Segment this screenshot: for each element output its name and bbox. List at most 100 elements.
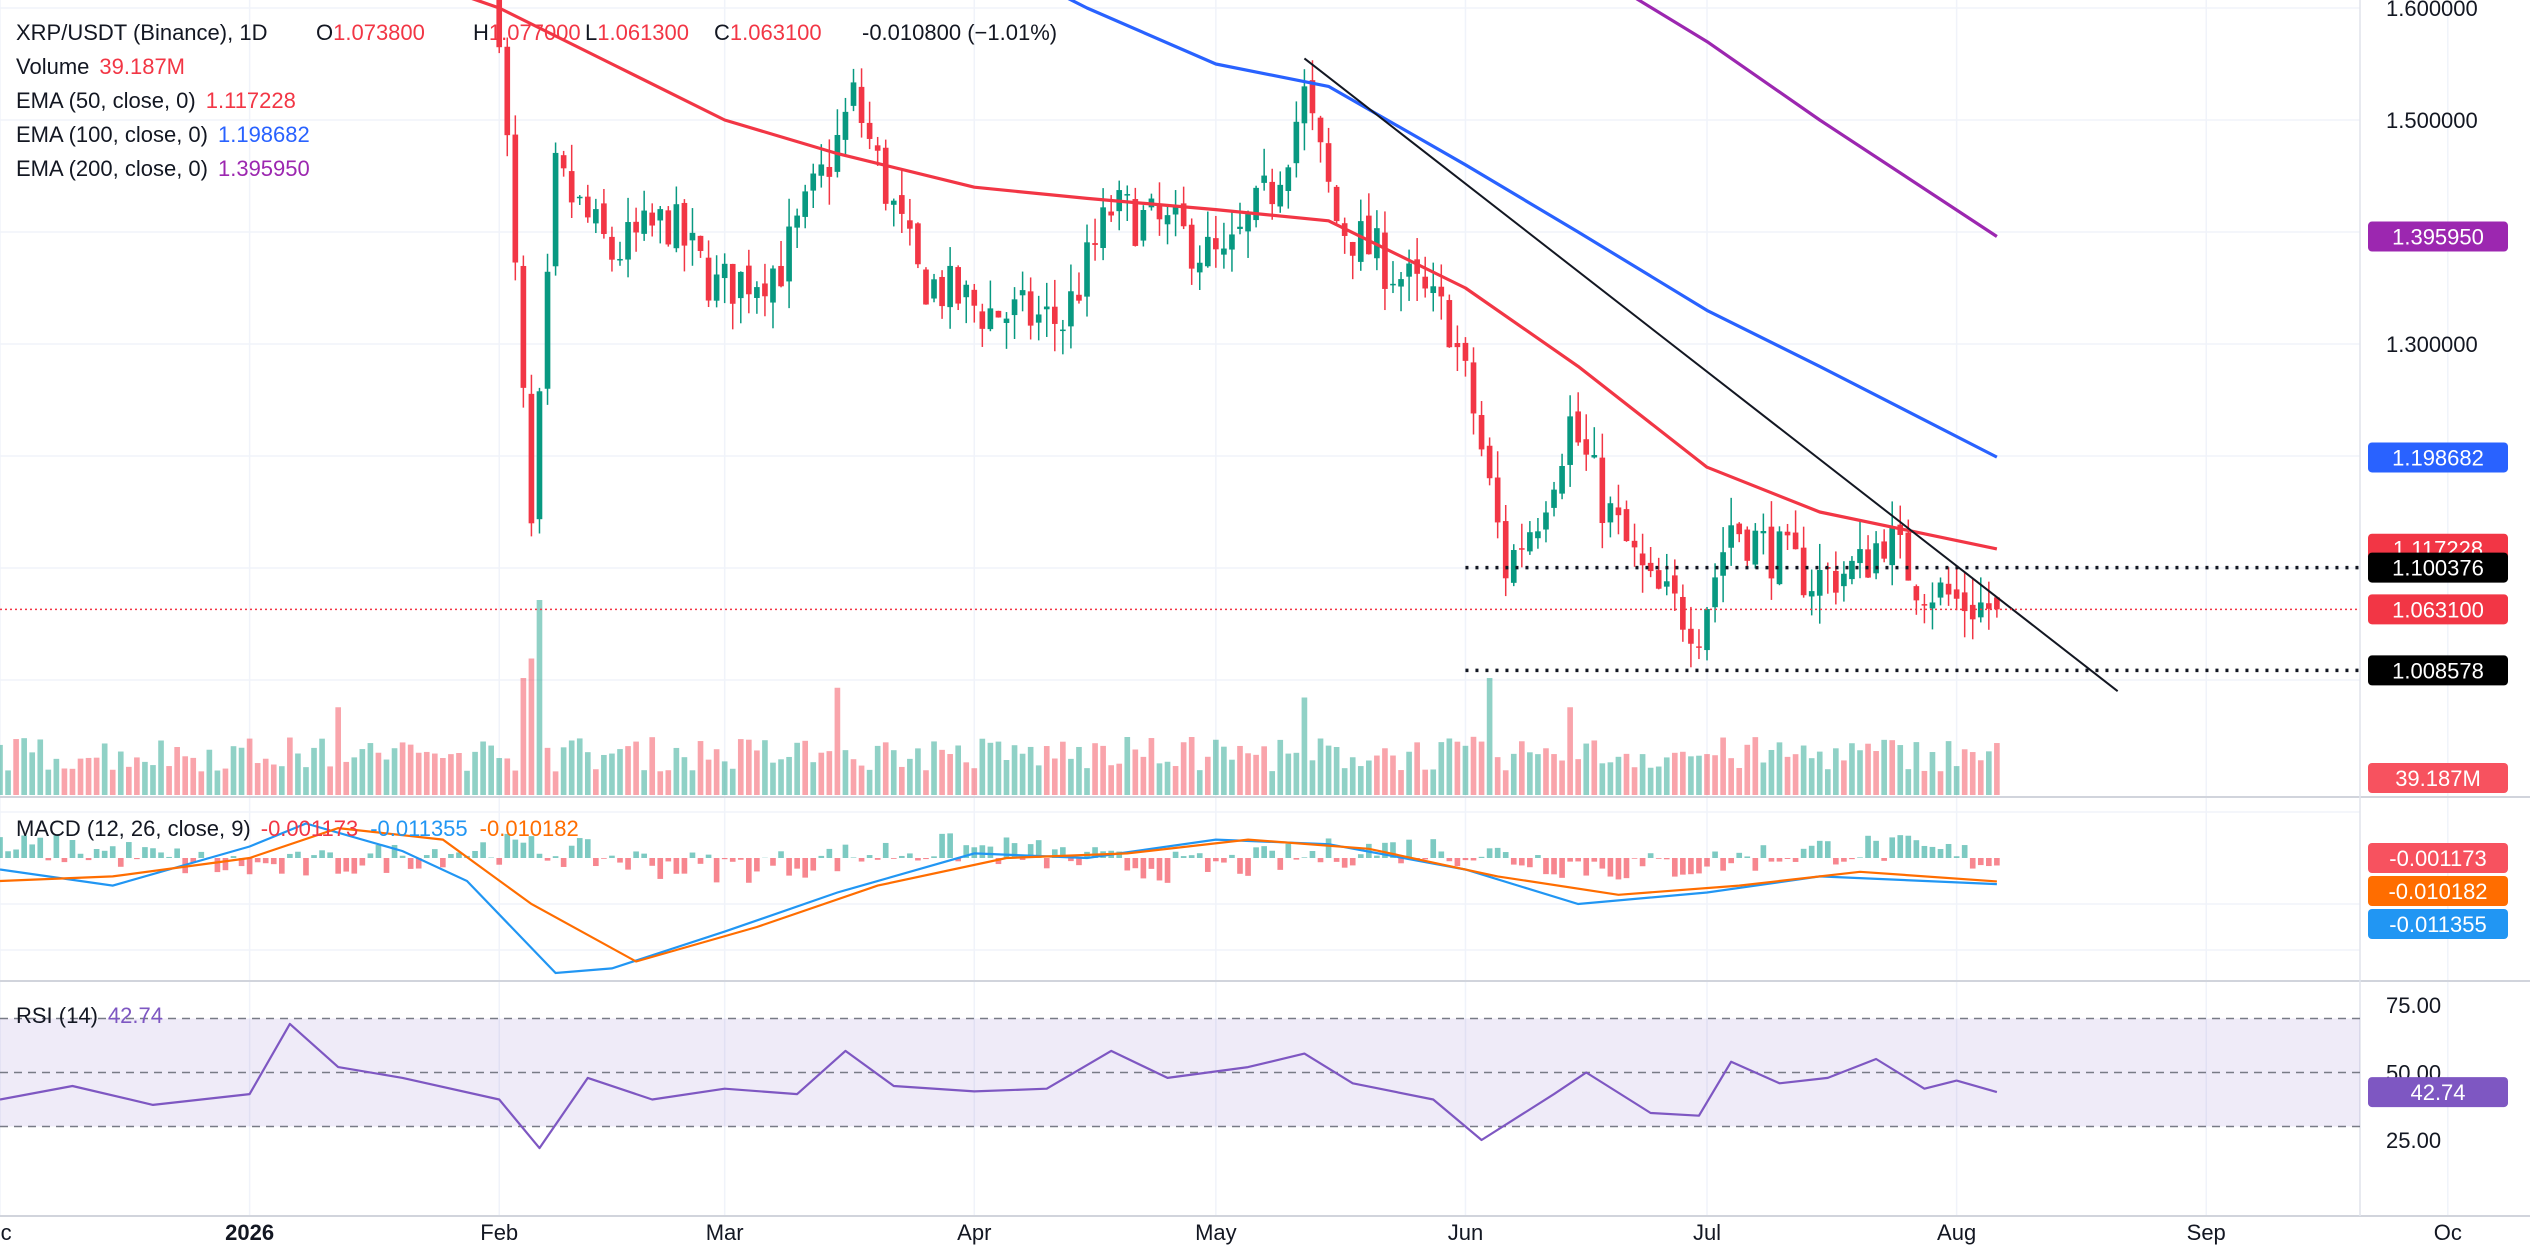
macd-histogram-bar — [1559, 858, 1565, 878]
macd-legend[interactable]: MACD (12, 26, close, 9) -0.001173 -0.01135… — [16, 816, 579, 841]
macd-histogram-bar — [29, 844, 36, 858]
volume-bar — [1559, 760, 1565, 795]
macd-histogram-bar — [1929, 846, 1936, 858]
volume-bar — [1116, 763, 1123, 795]
macd-histogram-bar — [279, 858, 285, 874]
volume-bar — [1285, 753, 1292, 795]
volume-bar — [1462, 745, 1469, 795]
ema100-legend[interactable]: EMA (100, close, 0) 1.198682 — [16, 122, 310, 147]
symbol-title[interactable]: XRP/USDT (Binance), 1D — [16, 20, 267, 45]
macd-histogram-bar — [1873, 840, 1879, 858]
macd-histogram-bar — [1671, 858, 1678, 877]
candle-body — [1454, 343, 1461, 348]
rsi-pane — [0, 1017, 2360, 1150]
volume-bar — [1881, 739, 1887, 795]
macd-histogram-bar — [423, 855, 430, 858]
volume-bar — [126, 766, 132, 795]
macd-histogram-bar — [770, 858, 776, 866]
macd-histogram-bar — [794, 858, 800, 869]
macd-pane — [0, 822, 2000, 975]
macd-histogram-bar — [1889, 837, 1896, 858]
macd-histogram-bar — [1728, 858, 1734, 864]
volume-legend[interactable]: Volume 39.187M — [16, 54, 185, 79]
volume-bar — [1374, 755, 1380, 795]
volume-bar — [1486, 678, 1493, 795]
rsi-legend[interactable]: RSI (14) 42.74 — [16, 1003, 163, 1028]
volume-bar — [1599, 763, 1606, 795]
candle-body — [625, 222, 631, 260]
rsi-legend-label: RSI (14) — [16, 1003, 98, 1028]
rsi-legend-value: 42.74 — [108, 1003, 163, 1028]
ema50-legend-value: 1.117228 — [206, 88, 296, 113]
macd-histogram-bar — [134, 858, 140, 860]
candle-body — [609, 236, 615, 260]
macd-histogram-bar — [222, 858, 229, 871]
candle-body — [1639, 553, 1646, 566]
macd-histogram-bar — [1913, 840, 1920, 858]
macd-histogram-bar — [246, 858, 253, 875]
volume-bar — [1615, 756, 1622, 795]
candle-body — [786, 226, 792, 282]
macd-histogram-bar — [955, 858, 961, 862]
price-axis[interactable]: 1.300000 1.500000 1.600000 1.395950 1.198682… — [2368, 0, 2508, 1153]
volume-bar — [1663, 757, 1670, 795]
candle-body — [536, 391, 543, 520]
candle-body — [754, 287, 760, 298]
macd-histogram-bar — [1607, 858, 1614, 877]
level-price-tag-bg — [2368, 655, 2508, 686]
volume-bar — [174, 746, 180, 795]
volume-bar — [327, 766, 333, 795]
close-value: 1.063100 — [730, 20, 822, 45]
candlesticks[interactable] — [496, 0, 2000, 668]
volume-bar — [754, 750, 760, 795]
candle-body — [1051, 306, 1058, 324]
candle-body — [931, 279, 937, 299]
macd-histogram-bar — [1760, 845, 1767, 858]
volume-bar — [166, 766, 172, 795]
candle-body — [1076, 294, 1082, 301]
macd-histogram-bar — [53, 834, 60, 858]
volume-bar — [262, 758, 269, 795]
macd-histogram-bar — [1317, 858, 1324, 863]
macd-histogram-bar — [1527, 858, 1533, 868]
macd-histogram-bar — [1124, 858, 1131, 871]
volume-bar — [657, 771, 664, 795]
candle-body — [1494, 477, 1501, 523]
macd-histogram-bar — [1953, 856, 1960, 858]
volume-bar — [230, 746, 237, 795]
candle-body — [979, 311, 986, 329]
candle-body — [1092, 243, 1098, 245]
candle-body — [890, 200, 897, 205]
candle-body — [963, 284, 970, 298]
time-axis[interactable]: ec 2026 Feb Mar Apr May Jun Jul Aug Sep Oc — [0, 1220, 2462, 1245]
macd-histogram-bar — [528, 836, 535, 858]
volume-bar — [1680, 751, 1686, 795]
candle-body — [1792, 532, 1799, 550]
candle-body — [1607, 503, 1614, 523]
volume-bar — [488, 745, 494, 795]
volume-bar — [1647, 767, 1654, 795]
macd-histogram-bar — [1986, 858, 1992, 867]
macd-histogram-bar — [166, 856, 172, 858]
volume-bar — [1857, 750, 1863, 795]
drawings[interactable] — [0, 57, 2360, 692]
candle-body — [1945, 583, 1952, 595]
macd-histogram-bar — [37, 837, 44, 858]
candle-body — [713, 274, 720, 301]
macd-histogram-bar — [69, 840, 76, 858]
macd-histogram-bar — [1849, 858, 1855, 860]
ema200-legend[interactable]: EMA (200, close, 0) 1.395950 — [16, 156, 310, 181]
volume-bar — [1768, 749, 1775, 795]
volume-bar — [1728, 758, 1734, 795]
volume-bar — [625, 746, 631, 795]
ema50-legend[interactable]: EMA (50, close, 0) 1.117228 — [16, 88, 296, 113]
volume-bar — [1873, 751, 1879, 795]
volume-bar — [520, 678, 527, 795]
volume-bar — [1527, 752, 1533, 795]
candle-body — [1180, 203, 1187, 227]
candle-body — [1366, 215, 1372, 255]
volume-bar — [939, 749, 945, 795]
macd-histogram-bar — [810, 858, 817, 871]
candle-body — [705, 257, 712, 301]
